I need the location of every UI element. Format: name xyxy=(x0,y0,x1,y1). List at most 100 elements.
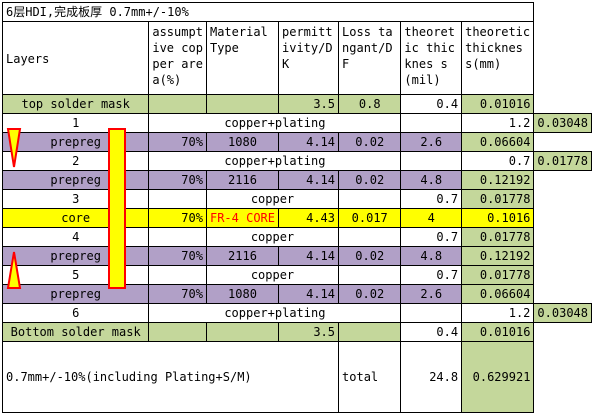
layer-label: 6 xyxy=(1,303,150,323)
thickness-mil-value: 0.4 xyxy=(400,322,463,342)
layer-row: core 70% FR-4 CORE 4.43 0.017 4 0.1016 xyxy=(1,208,592,228)
df-cell xyxy=(338,265,402,285)
df-value: 0.02 xyxy=(338,132,402,152)
copper-area-cell xyxy=(148,94,207,114)
thickness-mil-value: 0.7 xyxy=(400,265,463,285)
thickness-mil-value: 1.2 xyxy=(461,113,535,133)
thickness-mm-value: 0.03048 xyxy=(533,303,592,323)
copper-area-value: 70% xyxy=(148,208,207,228)
header-loss-tangent: Loss tangant/DF xyxy=(338,21,402,95)
thickness-mil-value: 0.7 xyxy=(400,189,463,209)
layer-row: prepreg 70% 2116 4.14 0.02 4.8 0.12192 xyxy=(1,246,592,266)
header-material-type: Material Type xyxy=(205,21,280,95)
df-value: 0.017 xyxy=(338,208,402,228)
material-value: 1080 xyxy=(205,132,280,152)
material-cell: copper xyxy=(205,189,340,209)
layer-row: 4 copper 0.7 0.01778 xyxy=(1,227,592,247)
material-cell xyxy=(205,94,280,114)
layer-label: prepreg xyxy=(1,246,150,266)
layer-label: top solder mask xyxy=(1,94,150,114)
thickness-mil-value: 4.8 xyxy=(400,170,463,190)
thickness-mm-value: 0.01778 xyxy=(461,265,535,285)
df-cell xyxy=(338,227,402,247)
material-value: 2116 xyxy=(205,170,280,190)
thickness-mil-value: 4.8 xyxy=(400,246,463,266)
layer-row: prepreg 70% 1080 4.14 0.02 2.6 0.06604 xyxy=(1,284,592,304)
copper-area-cell xyxy=(148,227,207,247)
header-row: Layers assumptive copper area(%) Materia… xyxy=(1,21,592,95)
thickness-mm-value: 0.1016 xyxy=(461,208,535,228)
layer-label: 5 xyxy=(1,265,150,285)
thickness-mm-value: 0.06604 xyxy=(461,284,535,304)
df-cell xyxy=(400,303,463,323)
title-row: 6层HDI,完成板厚 0.7mm+/-10% xyxy=(1,2,592,22)
material-cell: copper+plating xyxy=(148,113,402,133)
thickness-mm-value: 0.06604 xyxy=(461,132,535,152)
thickness-mil-value: 2.6 xyxy=(400,132,463,152)
layer-label: 2 xyxy=(1,151,150,171)
thickness-mm-value: 0.12192 xyxy=(461,170,535,190)
thickness-mil-value: 4 xyxy=(400,208,463,228)
copper-area-value: 70% xyxy=(148,284,207,304)
layer-label: prepreg xyxy=(1,170,150,190)
material-value: 2116 xyxy=(205,246,280,266)
thickness-mil-value: 0.7 xyxy=(400,227,463,247)
layer-label: 4 xyxy=(1,227,150,247)
material-value: FR-4 CORE xyxy=(205,208,280,228)
dk-value: 3.5 xyxy=(277,94,340,114)
layer-label: prepreg xyxy=(1,284,150,304)
layer-row: 6 copper+plating 1.2 0.03048 xyxy=(1,303,592,323)
df-cell xyxy=(400,151,463,171)
layer-label: 3 xyxy=(1,189,150,209)
dk-value: 4.14 xyxy=(277,132,340,152)
material-cell xyxy=(205,322,280,342)
thickness-mm-value: 0.01778 xyxy=(533,151,592,171)
df-value xyxy=(338,322,402,342)
header-layers: Layers xyxy=(1,21,150,95)
layer-row: 1 copper+plating 1.2 0.03048 xyxy=(1,113,592,133)
dk-value: 4.14 xyxy=(277,170,340,190)
header-copper-area: assumptive copper area(%) xyxy=(148,21,207,95)
total-label: total xyxy=(338,341,402,413)
material-cell: copper+plating xyxy=(148,303,402,323)
copper-area-cell xyxy=(148,265,207,285)
layer-label: prepreg xyxy=(1,132,150,152)
layer-row: 3 copper 0.7 0.01778 xyxy=(1,189,592,209)
thickness-mm-value: 0.01778 xyxy=(461,189,535,209)
thickness-mm-value: 0.01016 xyxy=(461,322,535,342)
thickness-mm-value: 0.03048 xyxy=(533,113,592,133)
df-value: 0.02 xyxy=(338,246,402,266)
layer-row: Bottom solder mask 3.5 0.4 0.01016 xyxy=(1,322,592,342)
copper-area-value: 70% xyxy=(148,170,207,190)
thickness-mm-value: 0.12192 xyxy=(461,246,535,266)
copper-area-cell xyxy=(148,322,207,342)
material-cell: copper xyxy=(205,227,340,247)
header-thickness-mil: theoretic thicknes s(mil) xyxy=(400,21,463,95)
layer-row: 5 copper 0.7 0.01778 xyxy=(1,265,592,285)
dk-value: 3.5 xyxy=(277,322,340,342)
copper-area-value: 70% xyxy=(148,246,207,266)
material-value: 1080 xyxy=(205,284,280,304)
dk-value: 4.43 xyxy=(277,208,340,228)
header-permittivity: permittivity/DK xyxy=(277,21,340,95)
total-mm-value: 0.629921 xyxy=(461,341,535,413)
header-thickness-mm: theoretic thicknes s(mm) xyxy=(461,21,535,95)
dk-value: 4.14 xyxy=(277,284,340,304)
copper-area-value: 70% xyxy=(148,132,207,152)
dk-value: 4.14 xyxy=(277,246,340,266)
layer-row: top solder mask 3.5 0.8 0.4 0.01016 xyxy=(1,94,592,114)
layer-label: core xyxy=(1,208,150,228)
total-row: 0.7mm+/-10%(including Plating+S/M) total 2… xyxy=(1,341,592,413)
layer-row: prepreg 70% 2116 4.14 0.02 4.8 0.12192 xyxy=(1,170,592,190)
layer-row: 2 copper+plating 0.7 0.01778 xyxy=(1,151,592,171)
board-thickness-note: 0.7mm+/-10%(including Plating+S/M) xyxy=(1,341,340,413)
layer-label: 1 xyxy=(1,113,150,133)
table-title: 6层HDI,完成板厚 0.7mm+/-10% xyxy=(1,2,535,22)
thickness-mil-value: 2.6 xyxy=(400,284,463,304)
thickness-mm-value: 0.01778 xyxy=(461,227,535,247)
thickness-mil-value: 0.4 xyxy=(400,94,463,114)
total-mil-value: 24.8 xyxy=(400,341,463,413)
material-cell: copper+plating xyxy=(148,151,402,171)
thickness-mm-value: 0.01016 xyxy=(461,94,535,114)
